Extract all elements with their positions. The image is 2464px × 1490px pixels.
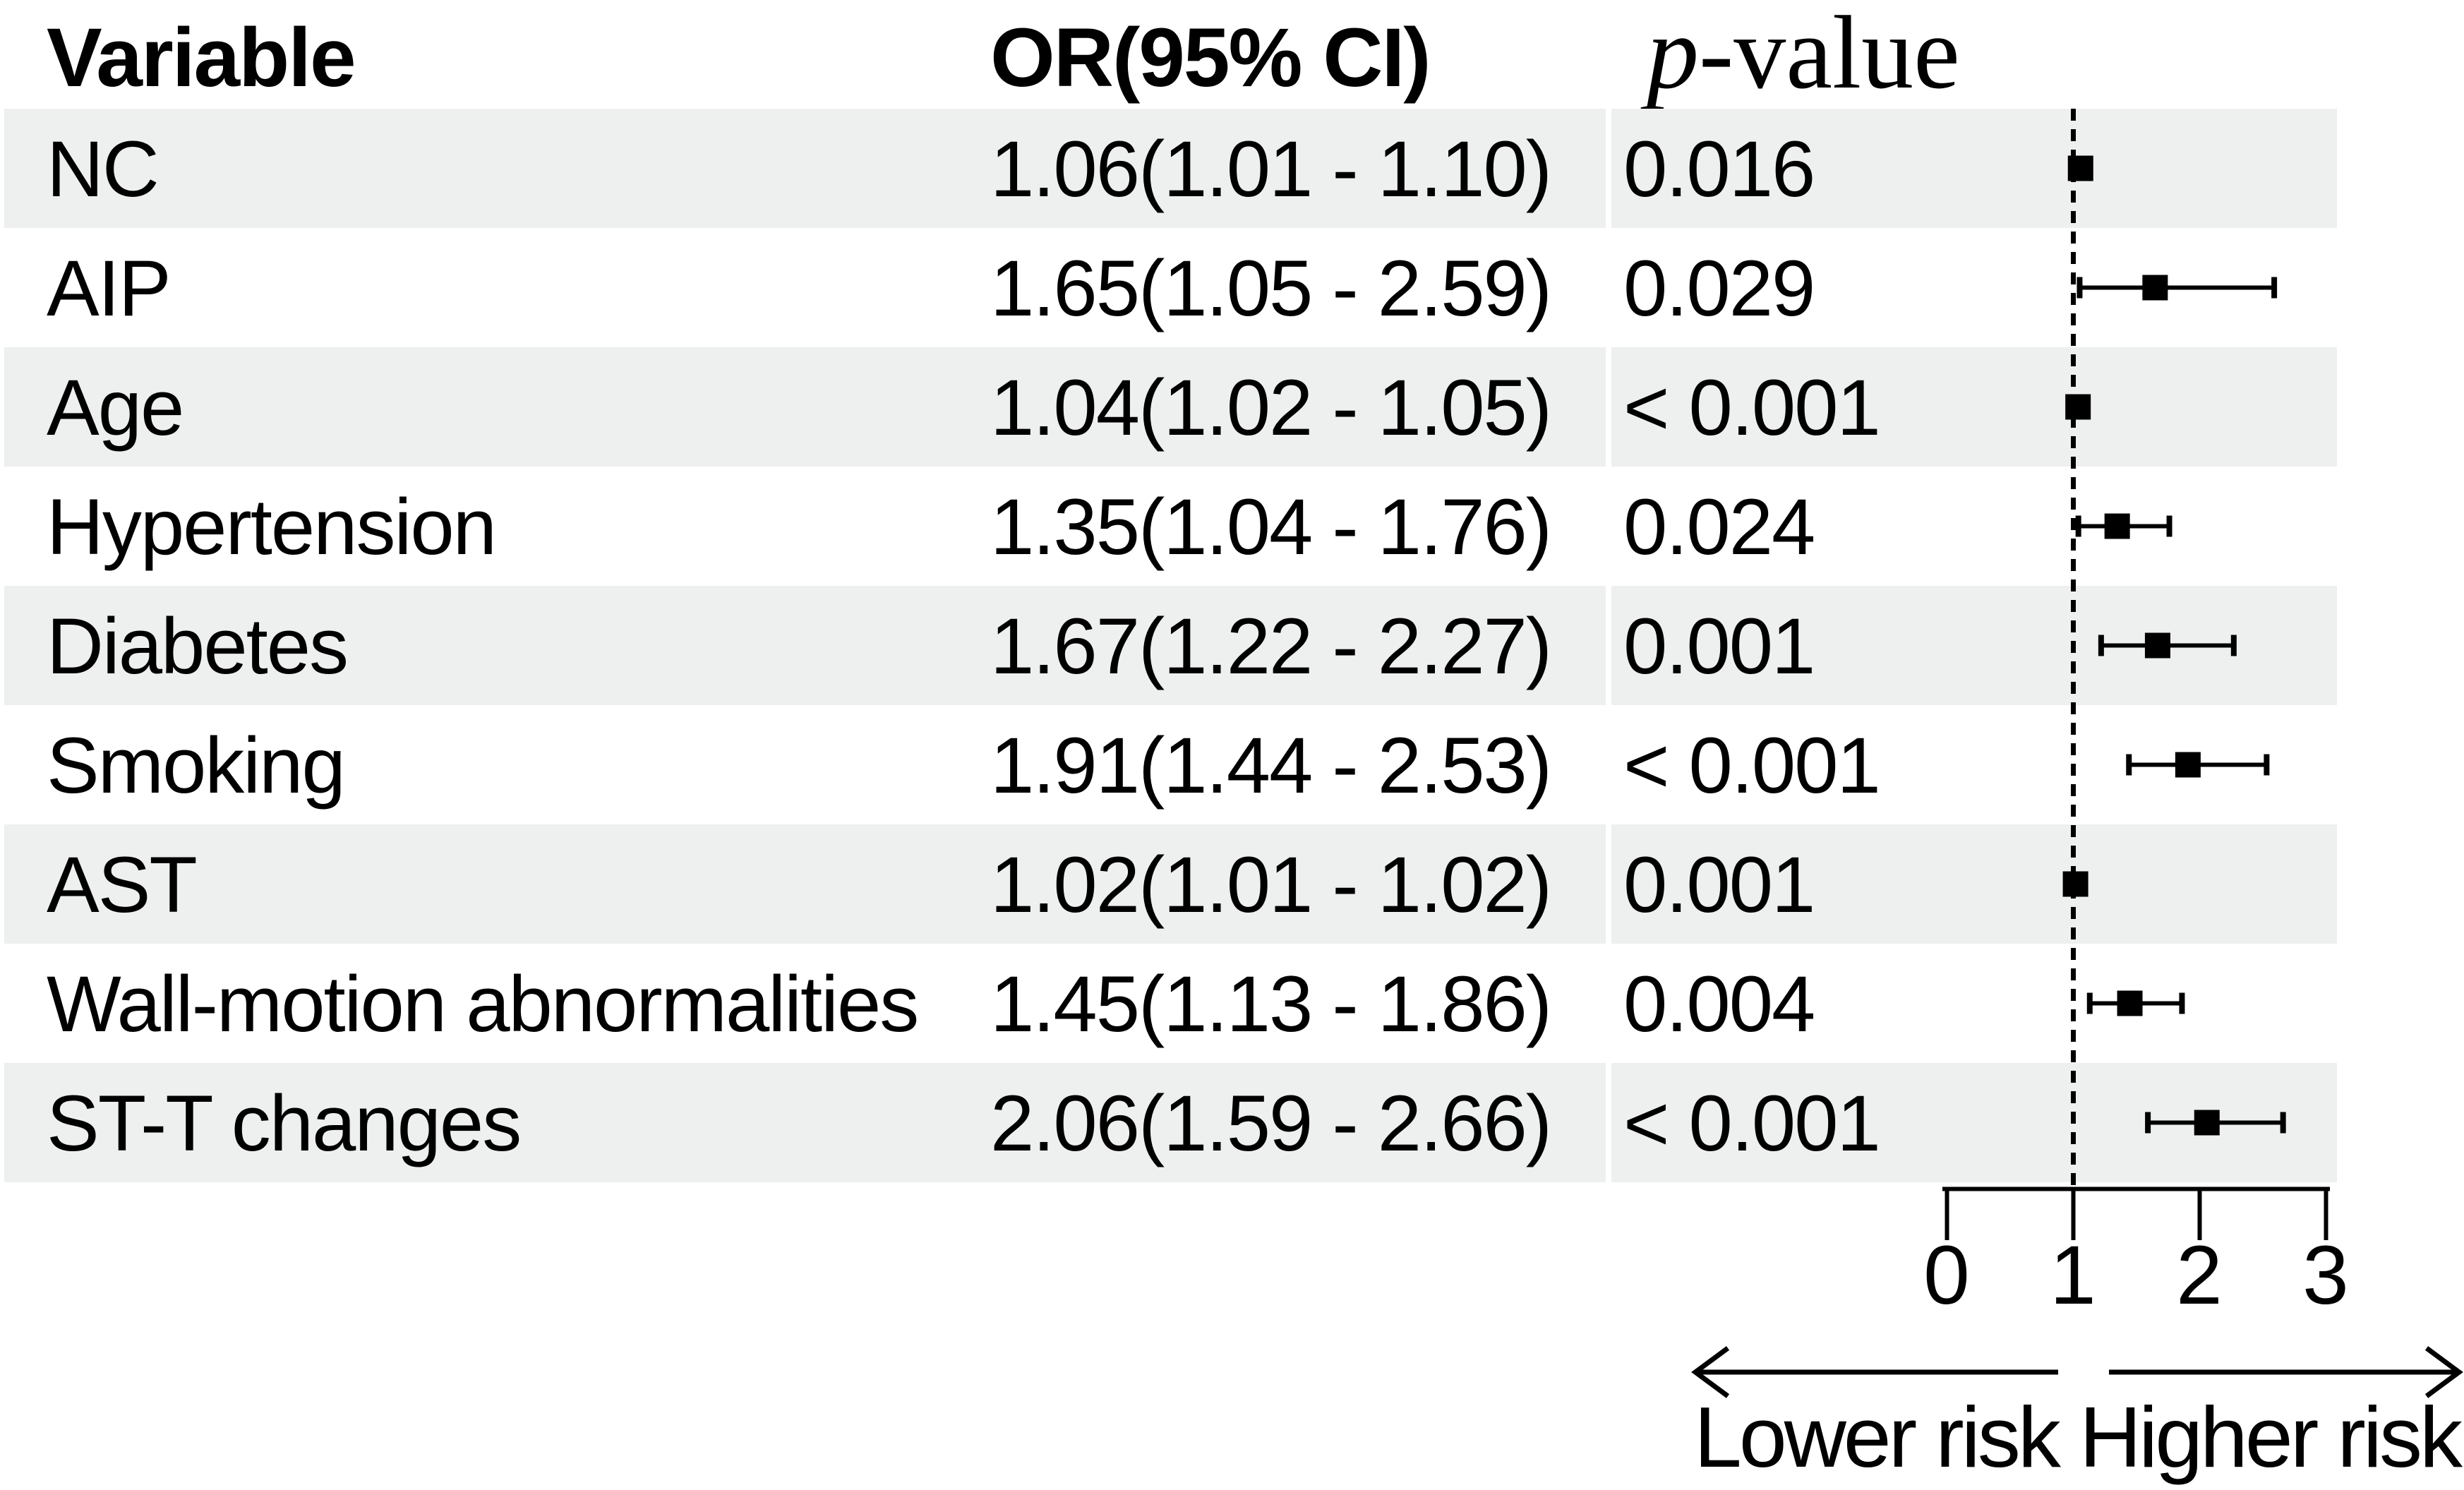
or-ci-value: 1.67(1.22 - 2.27) xyxy=(990,602,1552,690)
variable-label: AIP xyxy=(47,244,172,332)
or-ci-value: 1.04(1.02 - 1.05) xyxy=(990,364,1552,452)
p-value: 0.001 xyxy=(1623,602,1815,690)
table-row: NC 1.06(1.01 - 1.10) 0.016 xyxy=(0,109,2464,228)
p-value-header-rest: -value xyxy=(1699,0,1960,111)
x-axis-tick-label: 0 xyxy=(1923,1229,1970,1322)
x-axis-tick-label: 2 xyxy=(2176,1229,2223,1322)
or-ci-value: 1.65(1.05 - 2.59) xyxy=(990,244,1552,332)
p-value: 0.004 xyxy=(1623,960,1815,1048)
variable-label: Smoking xyxy=(47,721,346,810)
x-axis-tick-label: 1 xyxy=(2050,1229,2096,1322)
or-ci-value: 1.02(1.01 - 1.02) xyxy=(990,841,1552,929)
or-ci-value: 1.91(1.44 - 2.53) xyxy=(990,721,1552,810)
p-value: 0.001 xyxy=(1623,841,1815,929)
or-ci-value: 2.06(1.59 - 2.66) xyxy=(990,1079,1552,1167)
table-row: Wall-motion abnormalities 1.45(1.13 - 1.… xyxy=(0,944,2464,1063)
variable-label: Hypertension xyxy=(47,483,497,571)
table-row: ST-T changes 2.06(1.59 - 2.66) < 0.001 xyxy=(0,1063,2464,1182)
variable-label: AST xyxy=(47,841,198,929)
x-axis-tick-label: 3 xyxy=(2302,1229,2349,1322)
p-value-header-italic-p: p xyxy=(1647,0,1699,111)
p-value: < 0.001 xyxy=(1623,1079,1881,1167)
variable-label: NC xyxy=(47,125,160,213)
table-row: Diabetes 1.67(1.22 - 2.27) 0.001 xyxy=(0,586,2464,705)
variable-label: Diabetes xyxy=(47,602,349,690)
table-row: Hypertension 1.35(1.04 - 1.76) 0.024 xyxy=(0,467,2464,586)
higher-risk-label: Higher risk xyxy=(2079,1389,2463,1485)
p-value: < 0.001 xyxy=(1623,721,1881,810)
column-header-or-ci: OR(95% CI) xyxy=(990,11,1431,104)
table-body: NC 1.06(1.01 - 1.10) 0.016 AIP 1.65(1.05… xyxy=(0,109,2464,1182)
or-ci-value: 1.45(1.13 - 1.86) xyxy=(990,960,1552,1048)
or-ci-value: 1.35(1.04 - 1.76) xyxy=(990,483,1552,571)
lower-risk-label: Lower risk xyxy=(1694,1389,2061,1485)
p-value: 0.024 xyxy=(1623,483,1815,571)
variable-label: ST-T changes xyxy=(47,1079,522,1167)
column-header-p-value: p-value xyxy=(1647,0,1960,113)
variable-label: Wall-motion abnormalities xyxy=(47,960,919,1048)
table-row: Smoking 1.91(1.44 - 2.53) < 0.001 xyxy=(0,705,2464,824)
p-value: 0.016 xyxy=(1623,125,1815,213)
p-value: < 0.001 xyxy=(1623,364,1881,452)
column-header-variable: Variable xyxy=(47,11,356,104)
variable-label: Age xyxy=(47,364,184,452)
p-value: 0.029 xyxy=(1623,244,1815,332)
table-row: AST 1.02(1.01 - 1.02) 0.001 xyxy=(0,824,2464,944)
or-ci-value: 1.06(1.01 - 1.10) xyxy=(990,125,1552,213)
table-row: Age 1.04(1.02 - 1.05) < 0.001 xyxy=(0,347,2464,467)
table-row: AIP 1.65(1.05 - 2.59) 0.029 xyxy=(0,228,2464,347)
